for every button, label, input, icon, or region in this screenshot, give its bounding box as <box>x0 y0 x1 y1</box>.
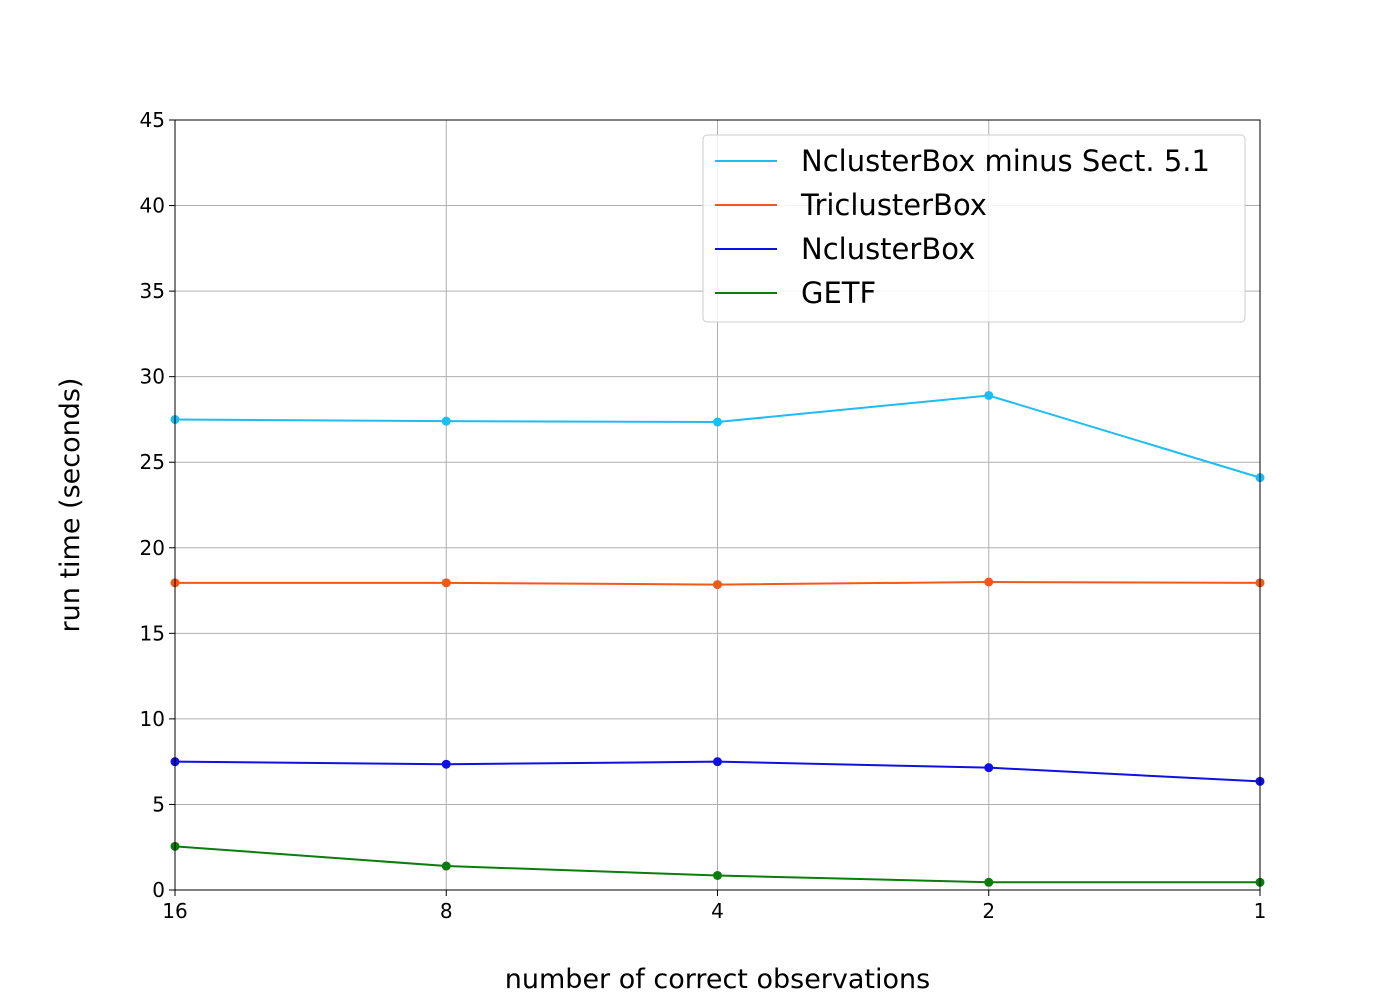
legend-item: NclusterBox minus Sect. 5.1 <box>715 144 1210 178</box>
series-2 <box>170 757 1265 786</box>
series-3 <box>170 841 1265 887</box>
data-point <box>984 577 994 587</box>
data-point <box>441 861 451 871</box>
series-1 <box>170 577 1265 590</box>
y-tick-label: 20 <box>140 536 165 560</box>
x-tick-label: 8 <box>440 899 453 923</box>
data-point <box>441 759 451 769</box>
legend-item: NclusterBox <box>715 232 975 266</box>
x-axis-label: number of correct observations <box>505 964 930 995</box>
legend-label: NclusterBox <box>801 232 975 266</box>
data-point <box>713 417 722 427</box>
data-point <box>713 580 722 590</box>
y-tick-label: 35 <box>140 279 165 303</box>
legend: NclusterBox minus Sect. 5.1 TriclusterBox… <box>702 134 1246 323</box>
x-tick-label: 1 <box>1254 899 1267 923</box>
data-point <box>984 877 994 887</box>
y-tick-label: 30 <box>140 365 165 389</box>
y-tick-label: 15 <box>140 621 165 645</box>
y-tick-label: 45 <box>140 108 165 132</box>
data-point <box>713 870 722 880</box>
x-tick-label: 2 <box>982 899 995 923</box>
data-point <box>984 390 994 400</box>
y-tick-label: 25 <box>140 450 165 474</box>
legend-label: NclusterBox minus Sect. 5.1 <box>801 144 1210 178</box>
legend-item: TriclusterBox <box>715 188 987 222</box>
legend-label: GETF <box>801 276 876 310</box>
legend-item: GETF <box>715 276 876 310</box>
legend-label: TriclusterBox <box>800 188 987 222</box>
legend-box <box>702 134 1246 323</box>
x-tick-label: 16 <box>162 899 187 923</box>
y-tick-label: 40 <box>140 194 165 218</box>
data-point <box>441 416 451 426</box>
y-tick-label: 10 <box>140 707 165 731</box>
data-point <box>441 578 451 588</box>
data-point <box>713 757 722 767</box>
x-tick-label: 4 <box>711 899 724 923</box>
y-tick-label: 5 <box>152 792 165 816</box>
y-tick-label: 0 <box>152 878 165 902</box>
data-point <box>984 763 994 773</box>
y-axis-label: run time (seconds) <box>55 378 86 633</box>
